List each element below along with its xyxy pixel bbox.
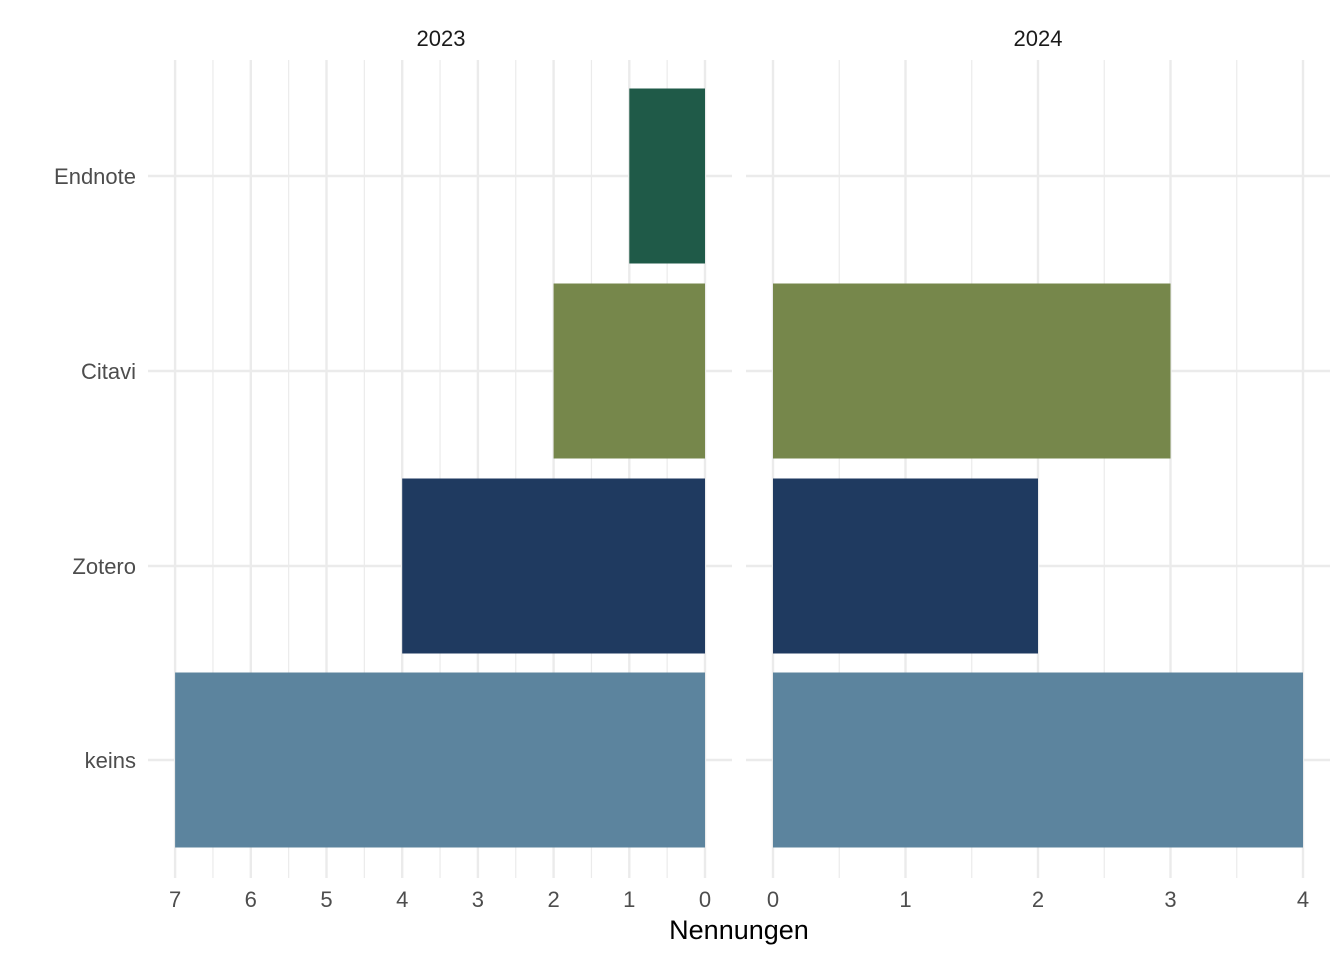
bar-2024-keins xyxy=(773,672,1303,848)
x-tick-label: 5 xyxy=(320,887,332,912)
bar-layer xyxy=(175,88,1303,848)
bar-2023-citavi xyxy=(553,283,705,459)
x-tick-label: 1 xyxy=(899,887,911,912)
x-tick-label: 2 xyxy=(547,887,559,912)
y-category-label: Zotero xyxy=(72,554,136,579)
x-axis-title: Nennungen xyxy=(669,915,809,945)
x-tick-label: 2 xyxy=(1032,887,1044,912)
y-category-label: keins xyxy=(85,748,136,773)
x-tick-label: 0 xyxy=(699,887,711,912)
x-tick-label: 3 xyxy=(1164,887,1176,912)
bar-2023-keins xyxy=(175,672,706,848)
x-tick-label: 4 xyxy=(1297,887,1309,912)
panel-title-2023: 2023 xyxy=(417,26,466,51)
bar-2024-citavi xyxy=(773,283,1171,459)
x-tick-label: 3 xyxy=(472,887,484,912)
panel-title-2024: 2024 xyxy=(1014,26,1063,51)
bar-2023-endnote xyxy=(629,88,705,264)
x-tick-label: 6 xyxy=(245,887,257,912)
y-category-label: Endnote xyxy=(54,164,136,189)
x-tick-label: 4 xyxy=(396,887,408,912)
y-category-label: Citavi xyxy=(81,359,136,384)
x-tick-label: 1 xyxy=(623,887,635,912)
x-tick-label: 0 xyxy=(767,887,779,912)
x-tick-label: 7 xyxy=(169,887,181,912)
bar-2023-zotero xyxy=(402,478,705,654)
bar-2024-zotero xyxy=(773,478,1038,654)
label-layer: 7 6 5 4 3 2 1 0 0 1 2 3 4 Endnote Citavi Zotero keins xyxy=(54,164,1309,912)
